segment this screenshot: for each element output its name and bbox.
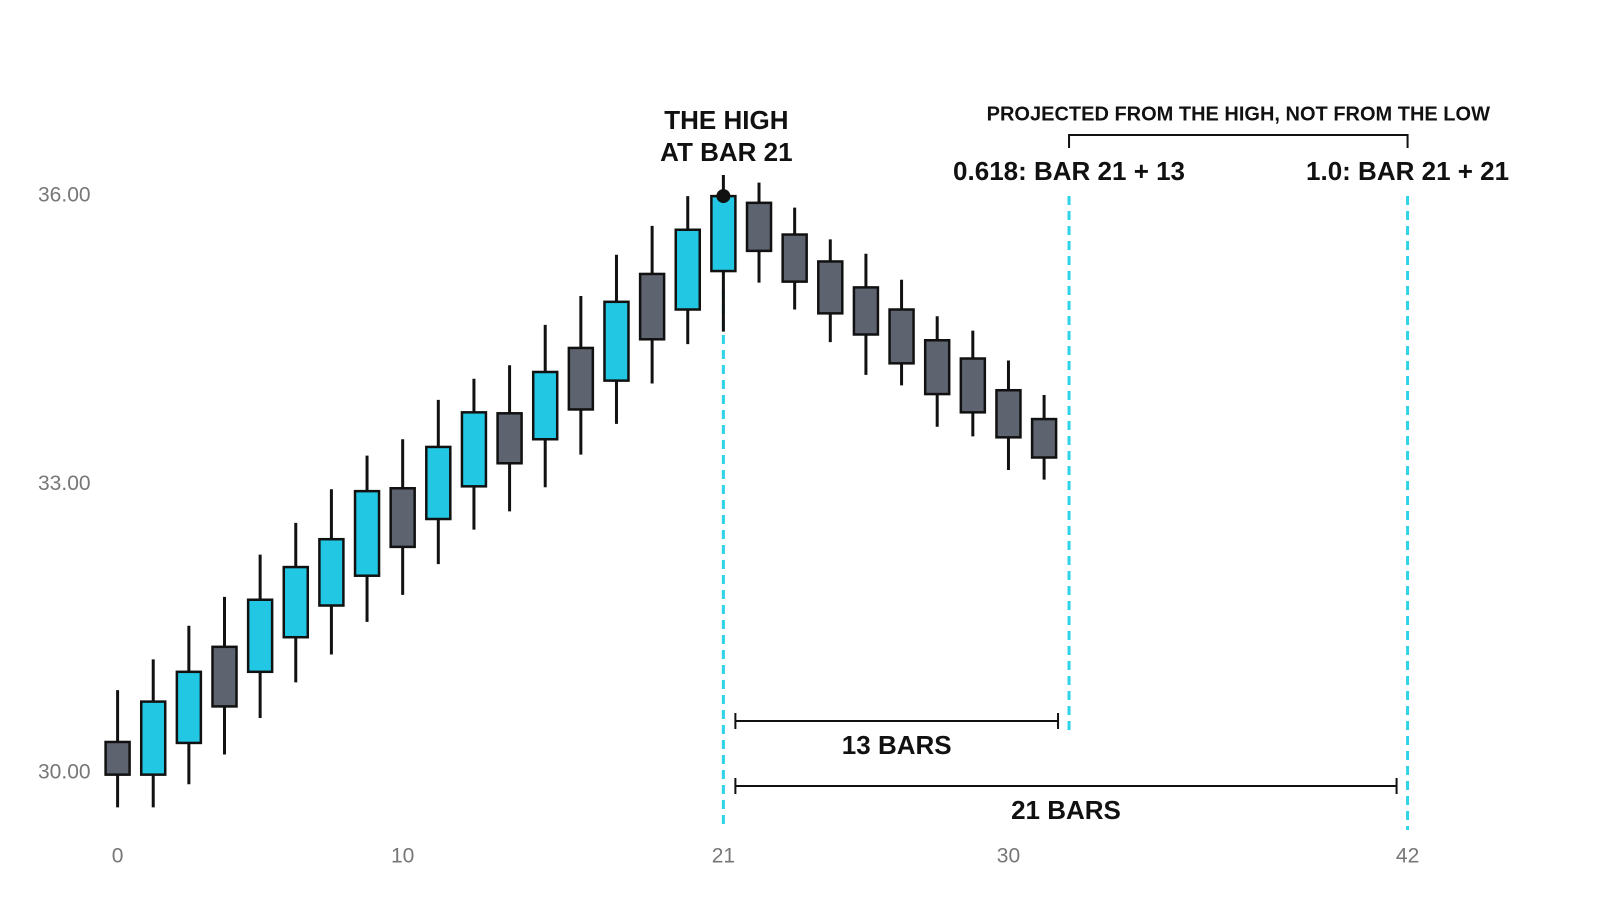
span-bracket xyxy=(734,713,1060,729)
candle-body xyxy=(567,346,595,411)
candle-body xyxy=(460,411,488,488)
span-label: 21 BARS xyxy=(1011,795,1121,825)
candle-body xyxy=(139,700,167,776)
candle-body xyxy=(318,537,345,607)
projection-label: 0.618: BAR 21 + 13 xyxy=(953,156,1185,186)
candle-body xyxy=(995,388,1022,439)
candle-body xyxy=(389,487,416,549)
candle-body xyxy=(817,260,844,315)
candle-body xyxy=(852,286,880,336)
candle-body xyxy=(959,357,987,414)
projection-label: 1.0: BAR 21 + 21 xyxy=(1306,156,1509,186)
candle-body xyxy=(353,489,381,577)
candle-body xyxy=(282,565,310,639)
x-tick-label: 30 xyxy=(997,845,1020,868)
candle-body xyxy=(674,228,702,311)
candle-body xyxy=(923,339,951,396)
high-label: THE HIGH xyxy=(664,105,788,135)
bracket xyxy=(1068,134,1409,148)
span-bracket xyxy=(734,778,1398,794)
candle-body xyxy=(745,201,773,253)
candle-body xyxy=(496,412,523,465)
candle-body xyxy=(246,598,274,674)
x-tick-label: 42 xyxy=(1396,845,1419,868)
high-point xyxy=(716,189,731,204)
span-label: 13 BARS xyxy=(842,730,952,760)
candle-body xyxy=(710,194,737,273)
high-label: AT BAR 21 xyxy=(660,137,792,167)
x-tick-label: 0 xyxy=(112,845,124,868)
candle-body xyxy=(211,645,238,708)
y-tick-label: 30.00 xyxy=(38,760,91,783)
y-tick-label: 33.00 xyxy=(38,472,91,495)
x-tick-label: 21 xyxy=(712,845,735,868)
x-tick-label: 10 xyxy=(391,845,414,868)
candle-body xyxy=(638,272,666,341)
candle-body xyxy=(888,308,915,365)
candle-body xyxy=(1030,417,1058,459)
candle-body xyxy=(425,445,452,521)
candle-body xyxy=(781,233,808,283)
candle-body xyxy=(104,740,131,776)
candle-body xyxy=(175,670,203,745)
bracket-label: PROJECTED FROM THE HIGH, NOT FROM THE LO… xyxy=(987,103,1490,125)
candle-body xyxy=(531,370,559,441)
y-tick-label: 36.00 xyxy=(38,184,91,207)
candle-body xyxy=(603,300,630,382)
